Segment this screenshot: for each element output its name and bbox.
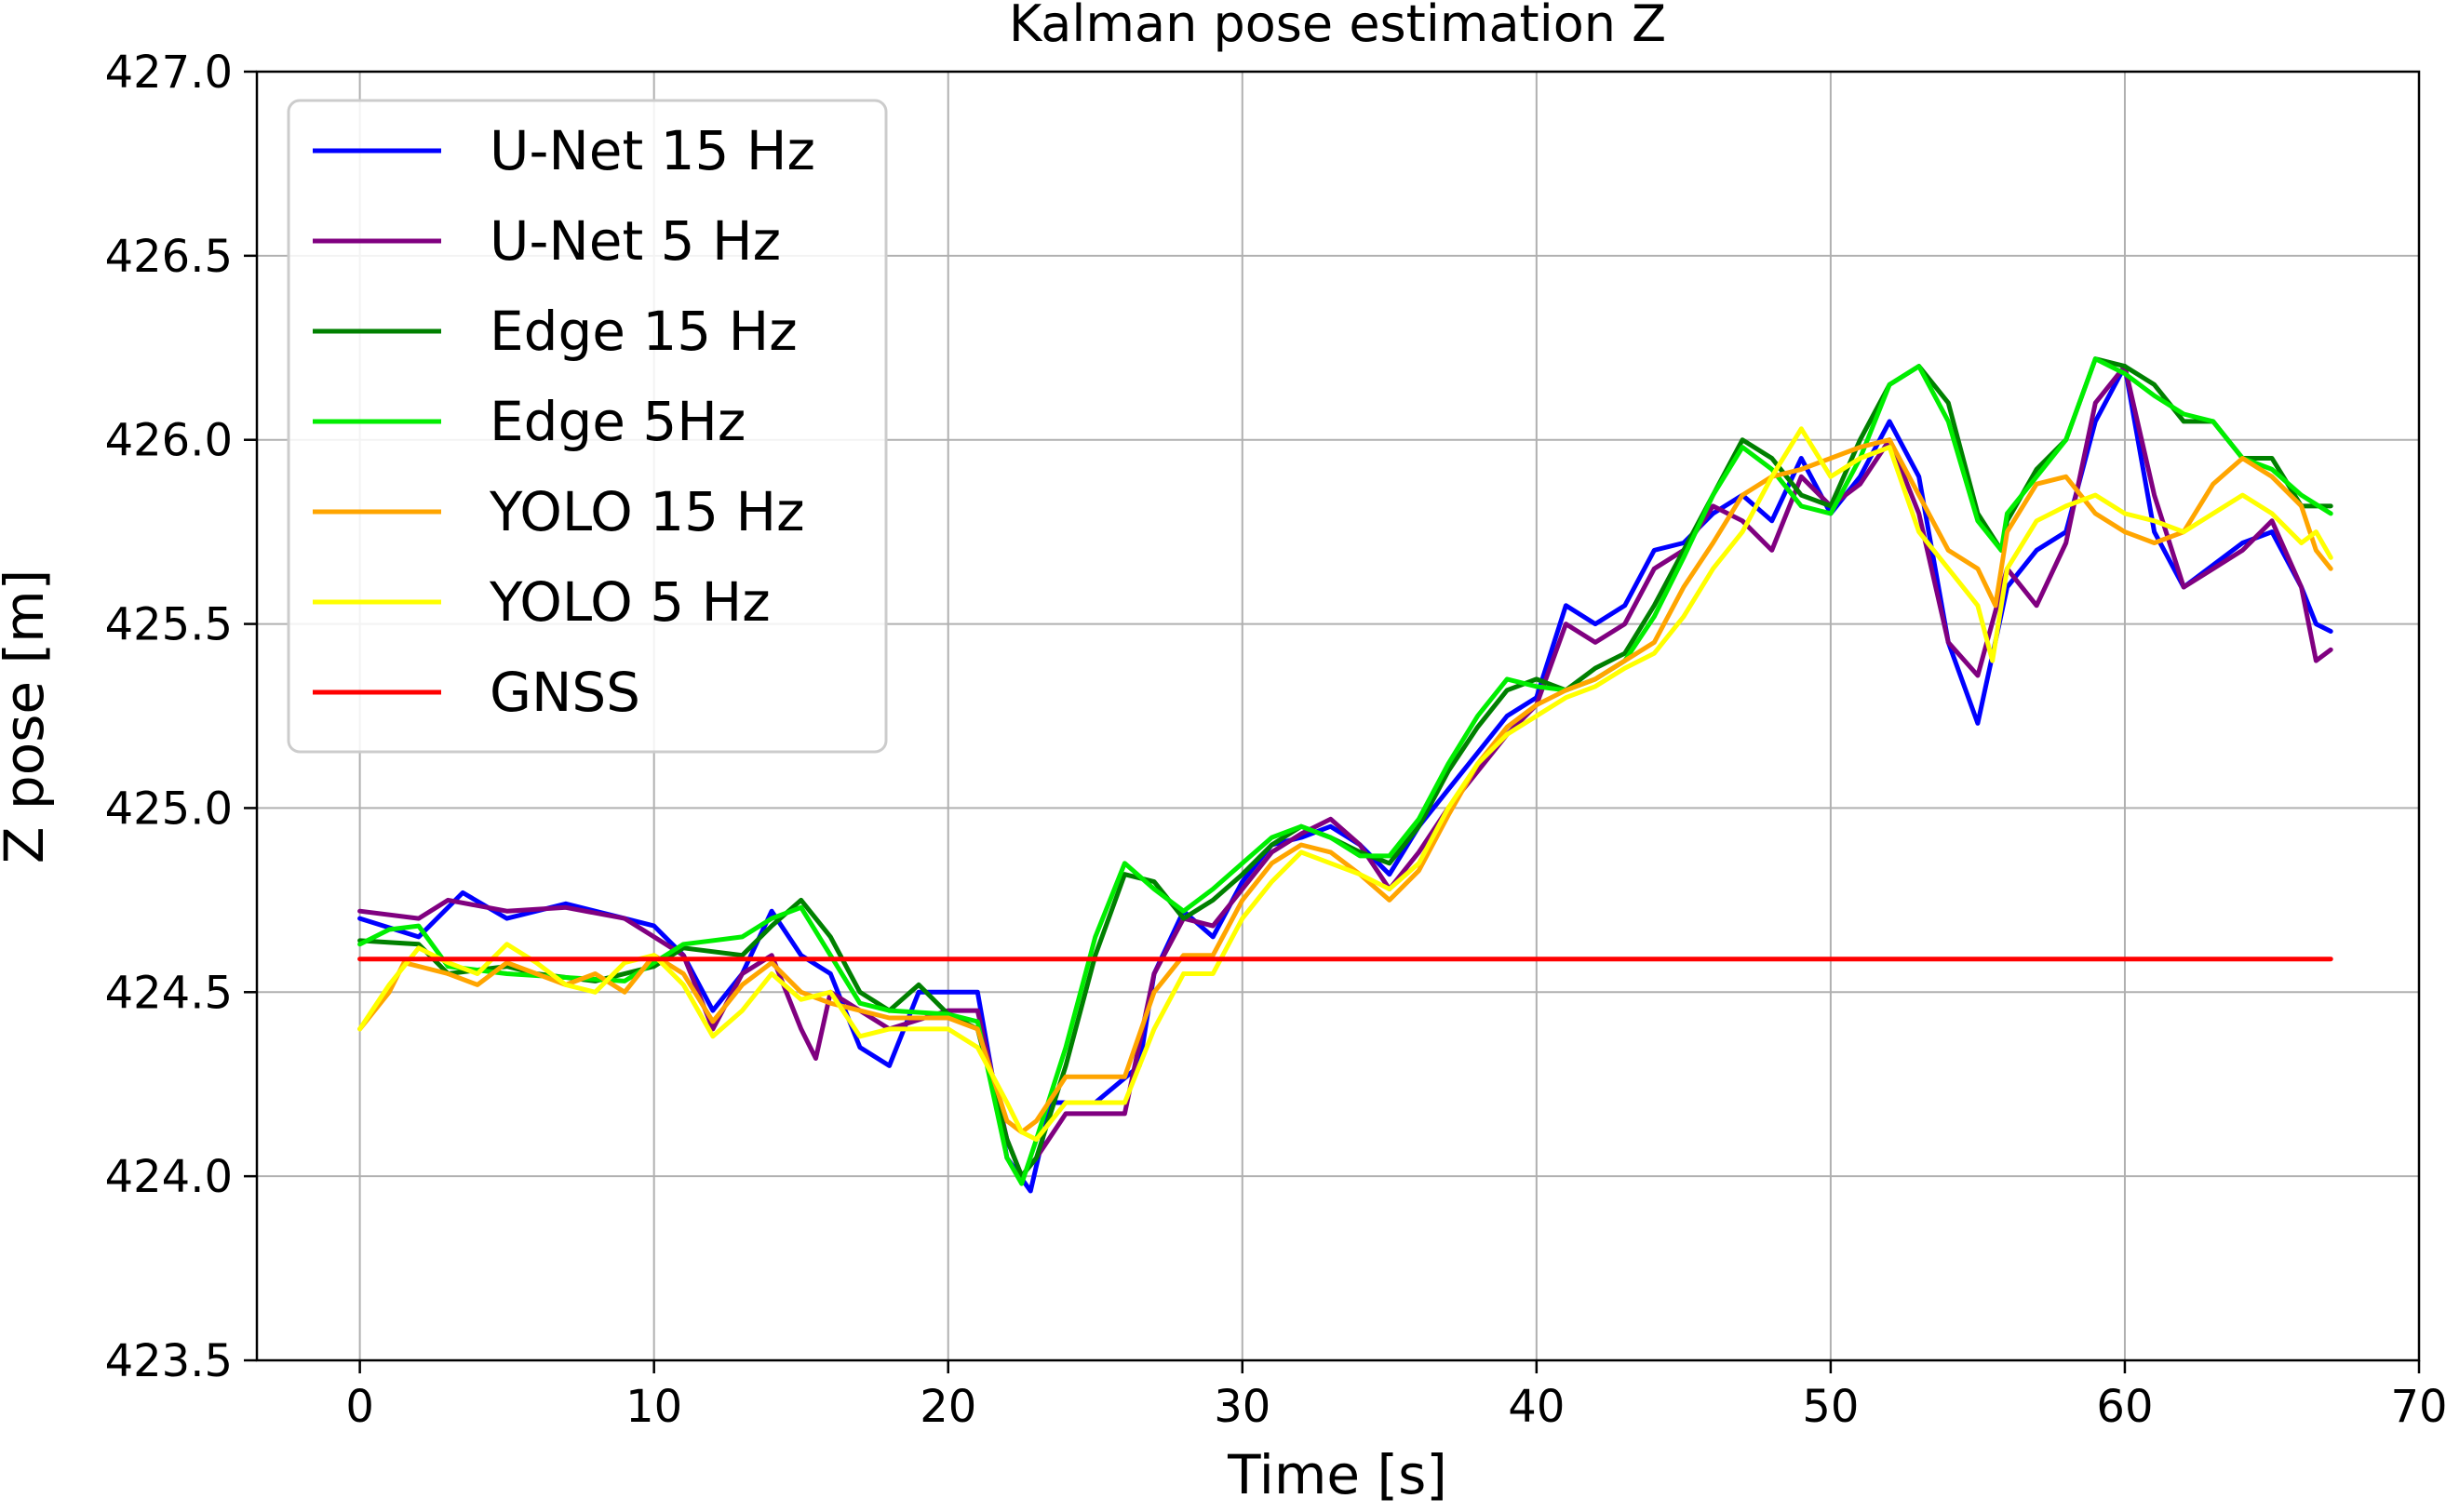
- y-tick-label: 427.0: [105, 47, 233, 99]
- y-tick-label: 426.5: [105, 231, 233, 283]
- series-line-yolo-15-hz: [357, 437, 2333, 1135]
- chart-title: Kalman pose estimation Z: [1009, 0, 1666, 53]
- legend-label-u-net-15-hz: U-Net 15 Hz: [490, 119, 815, 182]
- y-tick-label: 426.0: [105, 415, 233, 467]
- y-axis-label: Z pose [m]: [0, 569, 56, 864]
- legend: U-Net 15 Hz U-Net 5 Hz Edge 15 Hz Edge 5Hz Y…: [287, 99, 888, 754]
- plot-series: [357, 356, 2333, 1194]
- x-tick-label: 50: [1802, 1381, 1859, 1433]
- y-tick-label: 424.0: [105, 1151, 233, 1203]
- series-line-u-net-5-hz: [357, 364, 2333, 1179]
- legend-box: [287, 99, 888, 754]
- legend-label-yolo-15-hz: YOLO 15 Hz: [489, 480, 805, 543]
- legend-label-gnss: GNSS: [490, 661, 640, 724]
- y-tick-label: 423.5: [105, 1335, 233, 1387]
- x-tick-label: 10: [625, 1381, 682, 1433]
- y-tick-label: 424.5: [105, 967, 233, 1019]
- legend-label-edge-5hz: Edge 5Hz: [490, 390, 746, 453]
- x-tick-label: 30: [1214, 1381, 1270, 1433]
- x-tick-label: 0: [345, 1381, 374, 1433]
- series-line-edge-5hz: [357, 356, 2333, 1186]
- x-tick-label: 70: [2390, 1381, 2446, 1433]
- y-tick-label: 425.5: [105, 599, 233, 651]
- y-tick-label: 425.0: [105, 783, 233, 835]
- x-axis-ticks: 0 10 20 30 40 50 60 70: [345, 1360, 2446, 1433]
- x-tick-label: 60: [2096, 1381, 2153, 1433]
- legend-label-edge-15-hz: Edge 15 Hz: [490, 300, 798, 363]
- plot-frame: [255, 70, 2421, 1362]
- legend-label-yolo-5-hz: YOLO 5 Hz: [489, 570, 771, 634]
- y-axis-ticks: 423.5 424.0 424.5 425.0 425.5 426.0 426.5 427.0: [105, 47, 257, 1387]
- series-line-yolo-5-hz: [357, 426, 2333, 1143]
- x-tick-label: 40: [1508, 1381, 1565, 1433]
- x-tick-label: 20: [920, 1381, 976, 1433]
- grid-lines: [257, 71, 2420, 1361]
- legend-label-u-net-5-hz: U-Net 5 Hz: [490, 209, 781, 273]
- x-axis-label: Time [s]: [1227, 1443, 1447, 1506]
